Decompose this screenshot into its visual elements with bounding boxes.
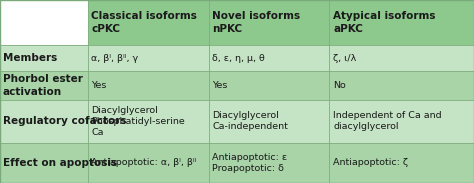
Text: Yes: Yes: [212, 81, 228, 90]
Text: Antiapoptotic: ε
Proapoptotic: δ: Antiapoptotic: ε Proapoptotic: δ: [212, 153, 287, 173]
Text: ζ, ι/λ: ζ, ι/λ: [333, 54, 356, 63]
Bar: [329, 143, 474, 183]
Text: Regulatory cofactors: Regulatory cofactors: [3, 116, 127, 126]
Text: δ, ε, η, μ, θ: δ, ε, η, μ, θ: [212, 54, 265, 63]
Text: No: No: [333, 81, 346, 90]
Bar: [88, 0, 209, 45]
Bar: [0, 0, 88, 45]
Bar: [209, 100, 329, 143]
Bar: [329, 0, 474, 45]
Bar: [329, 71, 474, 100]
Text: Atypical isoforms
aPKC: Atypical isoforms aPKC: [333, 11, 436, 34]
Text: Antiapoptotic: α, βᴵ, βᴵᴵ: Antiapoptotic: α, βᴵ, βᴵᴵ: [91, 158, 197, 167]
Bar: [88, 71, 209, 100]
Bar: [0, 45, 88, 71]
Bar: [88, 143, 209, 183]
Bar: [0, 71, 88, 100]
Bar: [329, 45, 474, 71]
Text: Classical isoforms
cPKC: Classical isoforms cPKC: [91, 11, 197, 34]
Text: Antiapoptotic: ζ: Antiapoptotic: ζ: [333, 158, 408, 167]
Bar: [209, 71, 329, 100]
Bar: [209, 143, 329, 183]
Text: Novel isoforms
nPKC: Novel isoforms nPKC: [212, 11, 301, 34]
Bar: [209, 45, 329, 71]
Bar: [88, 100, 209, 143]
Text: α, βᴵ, βᴵᴵ, γ: α, βᴵ, βᴵᴵ, γ: [91, 54, 138, 63]
Text: Independent of Ca and
diacylglycerol: Independent of Ca and diacylglycerol: [333, 111, 442, 131]
Bar: [329, 100, 474, 143]
Text: Diacylglycerol
Phosphatidyl-serine
Ca: Diacylglycerol Phosphatidyl-serine Ca: [91, 106, 185, 137]
Text: Members: Members: [3, 53, 57, 63]
Bar: [88, 45, 209, 71]
Bar: [0, 143, 88, 183]
Text: Phorbol ester
activation: Phorbol ester activation: [3, 74, 83, 97]
Bar: [209, 0, 329, 45]
Text: Diacylglycerol
Ca-independent: Diacylglycerol Ca-independent: [212, 111, 288, 131]
Bar: [0, 100, 88, 143]
Text: Effect on apoptosis: Effect on apoptosis: [3, 158, 117, 168]
Text: Yes: Yes: [91, 81, 107, 90]
